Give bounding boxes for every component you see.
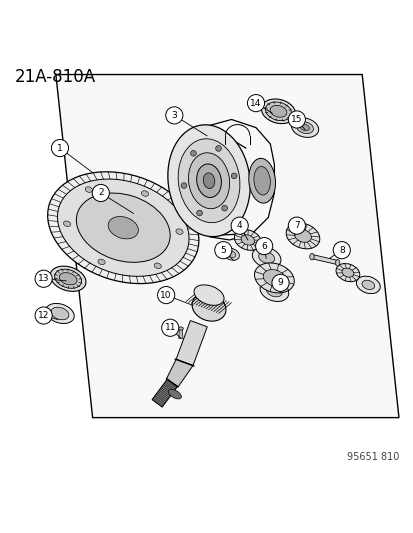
Polygon shape — [166, 359, 192, 386]
Circle shape — [165, 107, 183, 124]
Ellipse shape — [335, 263, 359, 282]
Ellipse shape — [178, 139, 240, 223]
Ellipse shape — [341, 268, 353, 277]
Ellipse shape — [258, 252, 274, 263]
Circle shape — [161, 319, 178, 336]
Circle shape — [92, 184, 109, 201]
Ellipse shape — [167, 125, 249, 237]
Ellipse shape — [57, 179, 189, 276]
Ellipse shape — [188, 153, 229, 209]
Ellipse shape — [76, 193, 170, 262]
Ellipse shape — [176, 229, 183, 235]
Polygon shape — [178, 329, 183, 338]
Polygon shape — [176, 320, 207, 366]
Circle shape — [35, 270, 52, 287]
Circle shape — [51, 140, 69, 157]
Ellipse shape — [55, 269, 81, 288]
Circle shape — [231, 173, 236, 179]
Ellipse shape — [168, 389, 181, 399]
Text: 7: 7 — [293, 221, 299, 230]
Circle shape — [157, 287, 174, 304]
Circle shape — [332, 241, 349, 259]
Ellipse shape — [335, 260, 339, 266]
Ellipse shape — [47, 172, 198, 284]
Ellipse shape — [194, 285, 223, 305]
Ellipse shape — [269, 106, 286, 117]
Circle shape — [190, 150, 196, 156]
Ellipse shape — [259, 280, 288, 302]
Ellipse shape — [154, 263, 161, 269]
Ellipse shape — [141, 191, 148, 196]
Ellipse shape — [108, 216, 138, 239]
Text: 11: 11 — [164, 324, 176, 332]
Ellipse shape — [285, 223, 319, 249]
Ellipse shape — [59, 272, 77, 285]
Ellipse shape — [253, 166, 270, 195]
Text: 6: 6 — [261, 241, 266, 251]
Ellipse shape — [203, 173, 214, 189]
Text: 12: 12 — [38, 311, 49, 320]
Ellipse shape — [85, 187, 92, 192]
Ellipse shape — [63, 221, 71, 227]
Circle shape — [287, 217, 305, 234]
Text: 5: 5 — [220, 246, 225, 255]
Ellipse shape — [309, 253, 313, 260]
Ellipse shape — [50, 266, 86, 292]
Ellipse shape — [227, 251, 235, 257]
Ellipse shape — [266, 285, 282, 297]
Ellipse shape — [45, 303, 74, 324]
Ellipse shape — [51, 307, 69, 320]
Ellipse shape — [196, 164, 221, 198]
Text: 9: 9 — [277, 278, 283, 287]
Ellipse shape — [361, 280, 374, 289]
Ellipse shape — [265, 102, 291, 120]
Text: 95651 810: 95651 810 — [346, 452, 398, 462]
Ellipse shape — [300, 124, 309, 131]
Polygon shape — [152, 379, 177, 407]
Ellipse shape — [296, 122, 313, 134]
Circle shape — [247, 94, 264, 112]
Ellipse shape — [234, 230, 261, 251]
Ellipse shape — [240, 235, 254, 245]
Circle shape — [271, 274, 288, 292]
Text: 21A-810A: 21A-810A — [15, 68, 96, 86]
Circle shape — [221, 205, 227, 211]
Text: 2: 2 — [98, 189, 103, 198]
Ellipse shape — [261, 99, 295, 124]
Ellipse shape — [192, 294, 225, 321]
Polygon shape — [56, 75, 398, 418]
Ellipse shape — [294, 229, 311, 243]
Ellipse shape — [252, 247, 280, 268]
Ellipse shape — [248, 158, 275, 203]
Text: 3: 3 — [171, 111, 177, 120]
Ellipse shape — [223, 248, 239, 260]
Circle shape — [180, 183, 186, 189]
Circle shape — [35, 307, 52, 324]
Ellipse shape — [291, 118, 318, 138]
Ellipse shape — [98, 259, 105, 265]
Ellipse shape — [356, 276, 380, 294]
Circle shape — [214, 241, 231, 259]
Ellipse shape — [178, 327, 183, 330]
Text: 14: 14 — [250, 99, 261, 108]
Circle shape — [255, 238, 272, 255]
Text: 13: 13 — [38, 274, 49, 283]
Text: 10: 10 — [160, 290, 171, 300]
Circle shape — [287, 111, 305, 128]
Text: 15: 15 — [290, 115, 302, 124]
Circle shape — [215, 146, 221, 151]
Ellipse shape — [263, 270, 285, 286]
Circle shape — [230, 217, 248, 234]
Text: 4: 4 — [236, 221, 242, 230]
Circle shape — [196, 210, 202, 216]
Text: 8: 8 — [338, 246, 344, 255]
Polygon shape — [311, 254, 338, 265]
Text: 1: 1 — [57, 143, 63, 152]
Ellipse shape — [254, 263, 294, 293]
